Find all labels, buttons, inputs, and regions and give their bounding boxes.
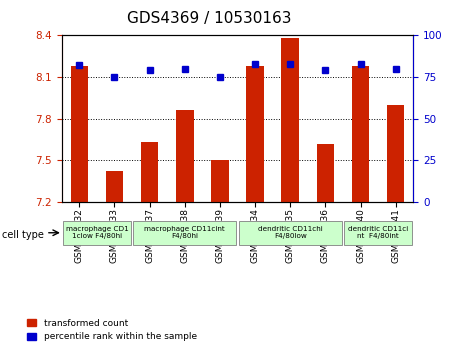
Bar: [387, 105, 404, 202]
Bar: [316, 144, 334, 202]
Text: macrophage CD11cint
F4/80hi: macrophage CD11cint F4/80hi: [144, 226, 225, 239]
Bar: [352, 66, 369, 202]
Text: dendritic CD11chi
F4/80low: dendritic CD11chi F4/80low: [258, 226, 323, 239]
Bar: [211, 160, 228, 202]
Text: GDS4369 / 10530163: GDS4369 / 10530163: [127, 11, 291, 25]
Text: cell type: cell type: [2, 230, 44, 240]
Legend: transformed count, percentile rank within the sample: transformed count, percentile rank withi…: [24, 315, 200, 345]
Bar: [247, 66, 264, 202]
Bar: [141, 142, 158, 202]
FancyBboxPatch shape: [63, 221, 131, 245]
FancyBboxPatch shape: [344, 221, 412, 245]
FancyBboxPatch shape: [239, 221, 342, 245]
Bar: [71, 66, 88, 202]
Text: dendritic CD11ci
nt  F4/80int: dendritic CD11ci nt F4/80int: [348, 226, 408, 239]
Text: macrophage CD1
1clow F4/80hi: macrophage CD1 1clow F4/80hi: [66, 226, 128, 239]
Bar: [281, 38, 299, 202]
FancyBboxPatch shape: [133, 221, 236, 245]
Bar: [105, 171, 124, 202]
Bar: [176, 110, 194, 202]
